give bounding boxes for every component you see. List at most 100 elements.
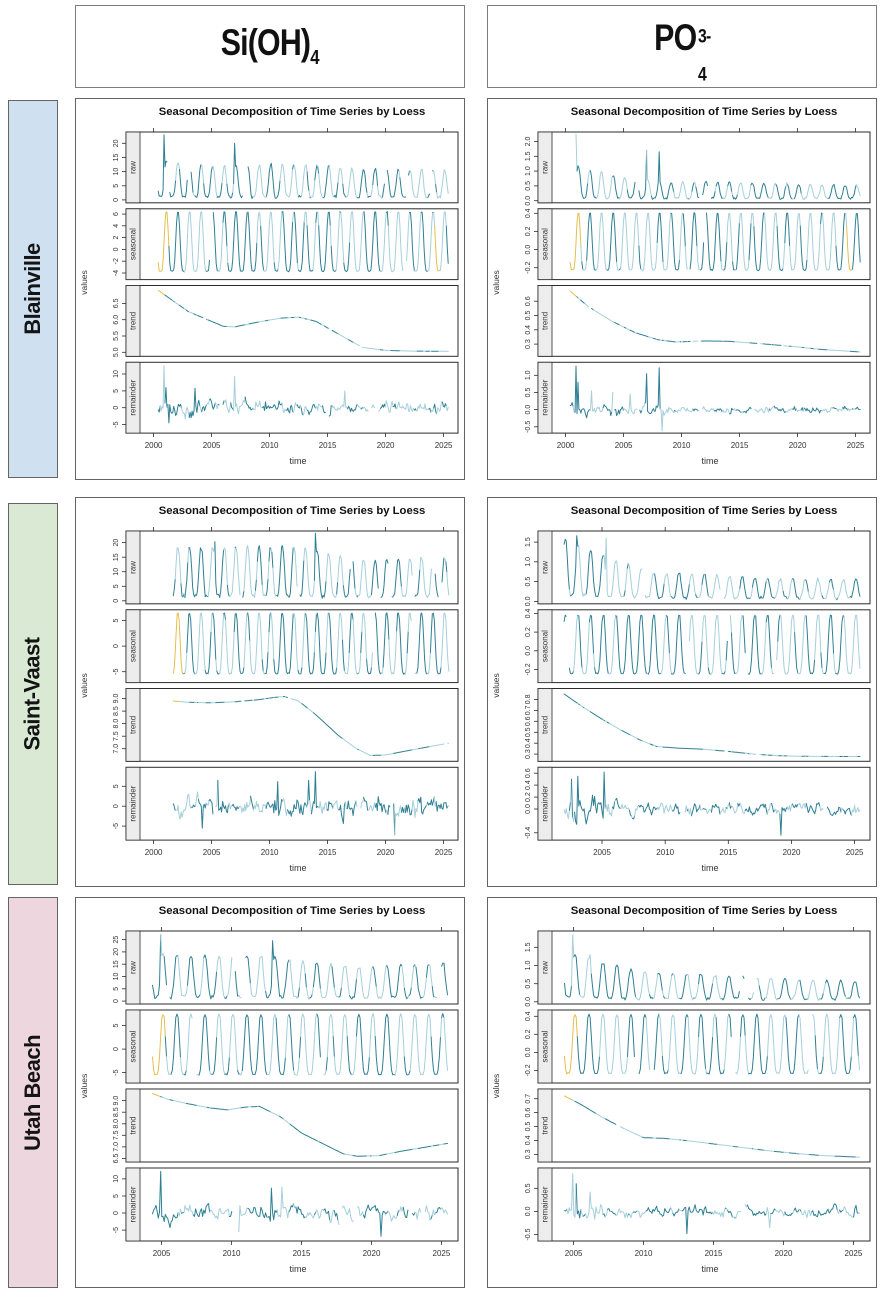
- svg-text:0.6: 0.6: [525, 768, 532, 778]
- svg-text:Seasonal Decomposition of Time: Seasonal Decomposition of Time Series by…: [159, 106, 426, 118]
- svg-text:0.5: 0.5: [525, 311, 532, 321]
- svg-text:-4: -4: [113, 270, 120, 276]
- svg-text:2020: 2020: [783, 848, 801, 857]
- svg-text:0.3: 0.3: [525, 749, 532, 759]
- svg-text:1.0: 1.0: [525, 370, 532, 380]
- svg-text:2025: 2025: [847, 441, 865, 450]
- row-label-blainville: Blainville: [8, 100, 58, 478]
- svg-text:values: values: [79, 270, 89, 295]
- svg-text:0: 0: [113, 804, 120, 808]
- svg-text:0.5: 0.5: [525, 979, 532, 989]
- svg-text:0: 0: [113, 406, 120, 410]
- svg-text:0.2: 0.2: [525, 627, 532, 637]
- svg-text:7.0: 7.0: [113, 744, 120, 754]
- svg-text:Seasonal Decomposition of Time: Seasonal Decomposition of Time Series by…: [159, 505, 426, 517]
- svg-text:trend: trend: [129, 1116, 138, 1134]
- svg-text:8.5: 8.5: [113, 706, 120, 716]
- svg-text:4: 4: [113, 224, 120, 228]
- svg-text:Seasonal Decomposition of Time: Seasonal Decomposition of Time Series by…: [571, 505, 838, 517]
- svg-text:10: 10: [113, 973, 120, 981]
- svg-text:0.4: 0.4: [525, 208, 532, 218]
- svg-text:Seasonal Decomposition of Time: Seasonal Decomposition of Time Series by…: [159, 905, 426, 917]
- svg-text:-0.2: -0.2: [525, 663, 532, 675]
- svg-text:9.0: 9.0: [113, 1096, 120, 1106]
- svg-text:15: 15: [113, 154, 120, 162]
- svg-text:1.5: 1.5: [525, 151, 532, 161]
- stl-chart-utah-beach-phosphate: Seasonal Decomposition of Time Series by…: [487, 897, 877, 1288]
- svg-text:values: values: [79, 1074, 89, 1099]
- row-label-saint-vaast: Saint-Vaast: [8, 503, 58, 885]
- svg-text:5: 5: [113, 389, 120, 393]
- svg-text:25: 25: [113, 936, 120, 944]
- svg-text:2000: 2000: [145, 848, 163, 857]
- svg-text:20: 20: [113, 539, 120, 547]
- svg-text:2020: 2020: [377, 441, 395, 450]
- svg-text:7.0: 7.0: [113, 1142, 120, 1152]
- svg-text:5.0: 5.0: [113, 347, 120, 357]
- svg-text:0.6: 0.6: [525, 716, 532, 726]
- svg-text:2010: 2010: [261, 441, 279, 450]
- svg-text:6.0: 6.0: [113, 315, 120, 325]
- svg-text:-5: -5: [113, 668, 120, 674]
- svg-text:8.0: 8.0: [113, 1119, 120, 1129]
- svg-text:2005: 2005: [203, 441, 221, 450]
- svg-text:5: 5: [113, 784, 120, 788]
- stl-chart-utah-beach-silicate: Seasonal Decomposition of Time Series by…: [75, 897, 465, 1288]
- svg-text:seasonal: seasonal: [541, 1030, 550, 1062]
- svg-text:0.0: 0.0: [525, 196, 532, 206]
- svg-text:raw: raw: [541, 961, 550, 974]
- stl-chart-blainville-silicate: Seasonal Decomposition of Time Series by…: [75, 98, 465, 480]
- svg-text:-2: -2: [113, 258, 120, 264]
- svg-text:8.5: 8.5: [113, 1107, 120, 1117]
- svg-text:2010: 2010: [261, 848, 279, 857]
- svg-text:0.3: 0.3: [525, 339, 532, 349]
- svg-text:0: 0: [113, 1047, 120, 1051]
- svg-text:2010: 2010: [656, 848, 674, 857]
- svg-text:raw: raw: [541, 161, 550, 174]
- phosphate-formula: PO 3- 4: [653, 16, 711, 86]
- svg-text:10: 10: [113, 1175, 120, 1183]
- svg-text:seasonal: seasonal: [129, 630, 138, 662]
- svg-text:2015: 2015: [319, 848, 337, 857]
- svg-text:20: 20: [113, 948, 120, 956]
- svg-text:time: time: [701, 456, 718, 466]
- svg-text:2025: 2025: [845, 1249, 863, 1258]
- svg-text:20: 20: [113, 139, 120, 147]
- svg-text:10: 10: [113, 568, 120, 576]
- svg-text:0: 0: [113, 644, 120, 648]
- svg-text:2025: 2025: [433, 1249, 451, 1258]
- svg-text:2025: 2025: [435, 848, 453, 857]
- svg-text:9.0: 9.0: [113, 694, 120, 704]
- svg-text:5: 5: [113, 987, 120, 991]
- svg-text:raw: raw: [129, 961, 138, 974]
- svg-text:0.0: 0.0: [525, 804, 532, 814]
- svg-text:0.4: 0.4: [525, 1135, 532, 1145]
- svg-text:2025: 2025: [846, 848, 864, 857]
- svg-text:0.5: 0.5: [525, 577, 532, 587]
- svg-text:2005: 2005: [593, 848, 611, 857]
- svg-text:-0.4: -0.4: [525, 827, 532, 839]
- svg-text:values: values: [491, 1074, 501, 1099]
- svg-text:2015: 2015: [293, 1249, 311, 1258]
- svg-text:10: 10: [113, 370, 120, 378]
- svg-text:-0.5: -0.5: [525, 1228, 532, 1240]
- svg-text:trend: trend: [541, 716, 550, 734]
- svg-text:0.8: 0.8: [525, 694, 532, 704]
- svg-text:1.5: 1.5: [525, 537, 532, 547]
- svg-text:trend: trend: [129, 312, 138, 330]
- svg-text:values: values: [79, 673, 89, 698]
- svg-text:0.5: 0.5: [525, 388, 532, 398]
- svg-text:0.4: 0.4: [525, 780, 532, 790]
- svg-text:1.0: 1.0: [525, 961, 532, 971]
- svg-text:2020: 2020: [789, 441, 807, 450]
- svg-text:seasonal: seasonal: [129, 228, 138, 260]
- svg-text:0.2: 0.2: [525, 226, 532, 236]
- svg-text:2020: 2020: [377, 848, 395, 857]
- svg-text:-0.2: -0.2: [525, 1064, 532, 1076]
- svg-text:raw: raw: [541, 561, 550, 574]
- svg-text:0.4: 0.4: [525, 738, 532, 748]
- svg-text:remainder: remainder: [541, 1186, 550, 1222]
- svg-text:2015: 2015: [705, 1249, 723, 1258]
- svg-text:2: 2: [113, 236, 120, 240]
- svg-text:trend: trend: [541, 312, 550, 330]
